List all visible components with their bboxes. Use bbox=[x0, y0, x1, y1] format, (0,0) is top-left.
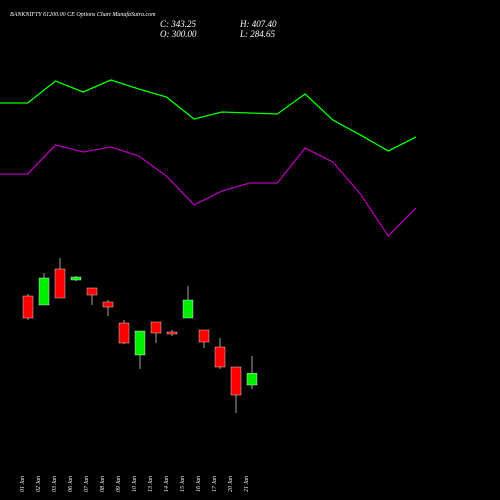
candle-body bbox=[182, 299, 194, 319]
candle-body bbox=[86, 287, 98, 296]
candle-body bbox=[198, 329, 210, 343]
x-tick-label: 20 Jan bbox=[228, 476, 234, 492]
x-tick-label: 13 Jan bbox=[148, 476, 154, 492]
x-tick-label: 17 Jan bbox=[212, 476, 218, 492]
x-tick-label: 02 Jan bbox=[36, 476, 42, 492]
candle-body bbox=[214, 346, 226, 368]
candle-body bbox=[70, 276, 82, 281]
candle-body bbox=[38, 277, 50, 306]
x-tick-label: 10 Jan bbox=[132, 476, 138, 492]
candle-body bbox=[118, 322, 130, 344]
x-tick-label: 16 Jan bbox=[196, 476, 202, 492]
candle-body bbox=[246, 373, 258, 386]
high-label: H: 407.40 bbox=[239, 19, 277, 29]
candle-body bbox=[22, 295, 34, 319]
x-tick-label: 03 Jan bbox=[52, 476, 58, 492]
candle-body bbox=[230, 366, 242, 396]
x-tick-label: 08 Jan bbox=[100, 476, 106, 492]
candle-body bbox=[134, 330, 146, 356]
close-label: C: 343.25 bbox=[160, 19, 197, 29]
candle-body bbox=[102, 301, 114, 308]
x-tick-label: 15 Jan bbox=[180, 476, 186, 492]
x-tick-label: 01 Jan bbox=[20, 476, 26, 492]
chart-title: BANKNIFTY 61200.00 CE Options Chart Muna… bbox=[10, 11, 156, 18]
x-tick-label: 14 Jan bbox=[163, 476, 170, 492]
candle-body bbox=[150, 321, 162, 334]
candle-body bbox=[166, 331, 178, 335]
low-label: L: 284.65 bbox=[239, 29, 276, 39]
open-label: O: 300.00 bbox=[160, 29, 197, 39]
candle-body bbox=[54, 268, 66, 299]
x-tick-label: 07 Jan bbox=[84, 476, 90, 492]
indicator-line bbox=[0, 79, 417, 152]
indicator-line bbox=[0, 144, 417, 238]
x-tick-label: 09 Jan bbox=[116, 476, 122, 492]
x-tick-label: 06 Jan bbox=[68, 476, 74, 492]
x-tick-label: 21 Jan bbox=[244, 476, 250, 492]
